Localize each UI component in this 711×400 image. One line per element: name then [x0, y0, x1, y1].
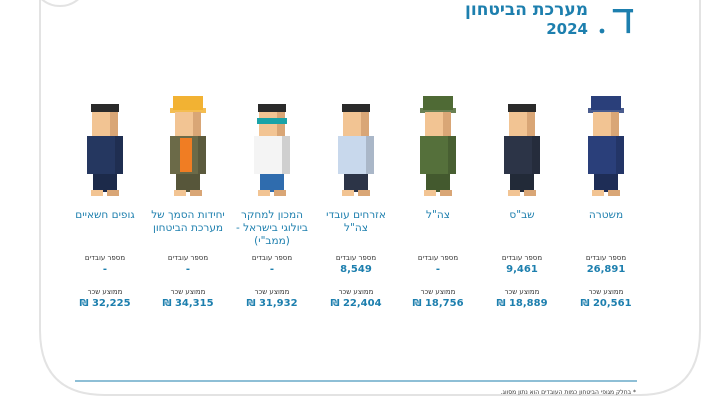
salary-value: ₪ 20,561: [580, 298, 632, 309]
figure-part: [448, 136, 456, 174]
employees-value: -: [435, 264, 441, 275]
employees-label: מספר עובדים: [417, 254, 459, 262]
org-name: שב"ס: [509, 209, 535, 221]
footnote: * בחלק מגופי הביטחון כמות העובדים הוא נת…: [500, 389, 636, 396]
employees-label: מספר עובדים: [167, 254, 209, 262]
figure-part: [180, 138, 192, 172]
figure-part: [87, 136, 123, 174]
org-name: אזרחים עובדי צה"ל: [326, 209, 386, 234]
figure-part: [358, 190, 370, 196]
figure-part: [173, 96, 203, 110]
figure-part: [107, 190, 119, 196]
salary-value: ₪ 31,932: [246, 298, 298, 309]
figure-part: [588, 136, 624, 174]
figure-part: [93, 174, 117, 192]
figures: [87, 96, 624, 196]
salary-label: ממוצע שכר: [338, 288, 374, 296]
salary-label: ממוצע שכר: [254, 288, 290, 296]
salary-value: ₪ 18,756: [412, 298, 464, 309]
figure-part: [258, 104, 286, 112]
employees-value: -: [185, 264, 191, 275]
figure-part: [91, 104, 119, 112]
figure-part: [527, 112, 535, 136]
figure-part: [190, 190, 202, 196]
org-name: צה"ל: [426, 209, 450, 221]
employees-value: 8,549: [340, 264, 372, 275]
corner-circle: [41, 0, 79, 7]
salary-label: ממוצע שכר: [504, 288, 540, 296]
figure-part: [588, 108, 624, 113]
figure-part: [423, 96, 453, 110]
figure-part: [440, 190, 452, 196]
figure-part: [608, 190, 620, 196]
figure-part: [176, 174, 200, 192]
figure-part: [426, 174, 450, 192]
figure-part: [510, 174, 534, 192]
org-name: יחידות הסמך של מערכת הביטחון: [151, 209, 225, 234]
figure-part: [344, 174, 368, 192]
figure-part: [366, 136, 374, 174]
figure-part: [420, 136, 456, 174]
salary-label: ממוצע שכר: [170, 288, 206, 296]
figure-part: [342, 190, 354, 196]
salary-value: ₪ 18,889: [496, 298, 548, 309]
figure-part: [91, 190, 103, 196]
org-name: גופים חשאיים: [75, 209, 135, 221]
figure-part: [260, 174, 284, 192]
figure-part: [443, 112, 451, 136]
figure-part: [611, 112, 619, 136]
figure-part: [594, 174, 618, 192]
figure-part: [338, 136, 374, 174]
salary-value: ₪ 22,404: [330, 298, 382, 309]
section-letter: ד: [612, 0, 635, 43]
employees-label: מספר עובדים: [585, 254, 627, 262]
figure-part: [591, 96, 621, 110]
salary-label: ממוצע שכר: [588, 288, 624, 296]
figure-part: [174, 190, 186, 196]
figure-part: [524, 190, 536, 196]
figure-part: [110, 112, 118, 136]
figure-part: [274, 190, 286, 196]
salary-value: ₪ 32,225: [79, 298, 131, 309]
figure-part: [532, 136, 540, 174]
salary-label: ממוצע שכר: [87, 288, 123, 296]
employees-value: 26,891: [586, 264, 626, 275]
figure-part: [342, 104, 370, 112]
title: מערכת הביטחון: [465, 0, 588, 20]
employees-value: 9,461: [506, 264, 538, 275]
figure-part: [504, 136, 540, 174]
figure-part: [258, 190, 270, 196]
card-border: [39, 0, 701, 396]
figure-part: [508, 190, 520, 196]
employees-label: מספר עובדים: [251, 254, 293, 262]
figure-part: [115, 136, 123, 174]
employees-value: -: [269, 264, 275, 275]
org-name: משטרה: [588, 209, 624, 221]
figure-part: [420, 108, 456, 113]
dot: [599, 28, 605, 34]
figure-part: [592, 190, 604, 196]
figure-part: [361, 112, 369, 136]
figure-part: [508, 104, 536, 112]
year: 2024: [546, 20, 588, 38]
salary-value: ₪ 34,315: [162, 298, 214, 309]
figure-part: [170, 108, 206, 113]
org-name: המכון למחקר ביולוגי בישראל - (ממב"י): [235, 209, 309, 247]
figure-part: [424, 190, 436, 196]
employees-value: -: [102, 264, 108, 275]
salary-label: ממוצע שכר: [420, 288, 456, 296]
employees-label: מספר עובדים: [335, 254, 377, 262]
figure-part: [282, 136, 290, 174]
figure-part: [198, 136, 206, 174]
figure-part: [257, 118, 287, 124]
employees-label: מספר עובדים: [501, 254, 543, 262]
figure-part: [193, 112, 201, 136]
figure-part: [616, 136, 624, 174]
figure-part: [254, 136, 290, 174]
employees-label: מספר עובדים: [84, 254, 126, 262]
